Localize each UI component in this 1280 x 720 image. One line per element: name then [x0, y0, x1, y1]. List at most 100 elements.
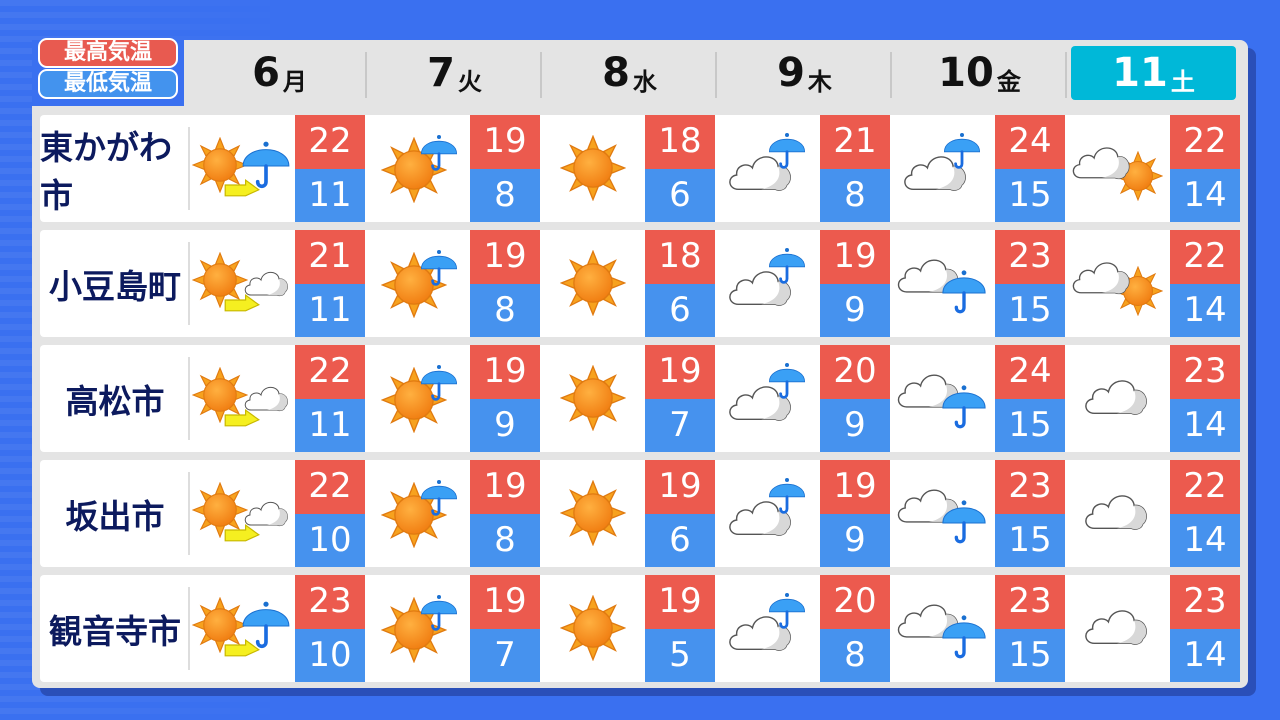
weather-icon-cloud-chance-rain [715, 460, 820, 567]
weather-icon-sun-chance-rain [365, 460, 470, 567]
high-temp: 18 [645, 230, 715, 284]
temperatures: 22 11 [295, 115, 365, 222]
umbrella-icon [767, 246, 807, 286]
high-temp: 24 [995, 115, 1065, 169]
temperatures: 23 14 [1170, 345, 1240, 452]
weather-icon-cloud-chance-rain [715, 115, 820, 222]
forecast-rows: 東かがわ市 22 11 19 8 18 6 21 8 24 15 22 14 小豆島町 21 11 19 8 18 6… [40, 115, 1240, 690]
umbrella-icon [419, 478, 459, 518]
low-temp: 6 [645, 168, 715, 222]
umbrella-icon [767, 361, 807, 401]
umbrella-icon [240, 139, 292, 191]
forecast-cell: 21 8 [715, 115, 890, 222]
weather-icon-sun [540, 115, 645, 222]
umbrella-icon [940, 383, 988, 431]
umbrella-icon [419, 248, 459, 288]
high-temp: 19 [470, 115, 540, 169]
low-temp: 8 [470, 513, 540, 567]
day-date: 7 [427, 50, 455, 96]
high-temp: 21 [820, 115, 890, 169]
cloud-icon [242, 264, 292, 299]
low-temp: 7 [645, 398, 715, 452]
forecast-cell: 19 5 [540, 575, 715, 682]
forecast-cell: 23 15 [890, 460, 1065, 567]
day-date: 10 [938, 50, 994, 96]
high-temp: 24 [995, 345, 1065, 399]
cloud-icon [1081, 484, 1153, 534]
high-temp: 22 [1170, 230, 1240, 284]
day-date: 6 [252, 50, 280, 96]
low-temp: 14 [1170, 168, 1240, 222]
city-name: 東かがわ市 [40, 115, 190, 222]
forecast-cell: 22 14 [1065, 115, 1240, 222]
day-date: 8 [602, 50, 630, 96]
weather-icon-sun-chance-rain [365, 115, 470, 222]
temperatures: 21 8 [820, 115, 890, 222]
sun-icon [560, 365, 626, 431]
temperatures: 23 15 [995, 575, 1065, 682]
city-row: 高松市 22 11 19 9 19 7 20 9 24 15 23 14 [40, 345, 1240, 452]
weather-icon-cloud-chance-sun [1065, 115, 1170, 222]
high-temp: 19 [470, 345, 540, 399]
high-temp: 19 [820, 230, 890, 284]
forecast-cell: 19 8 [365, 115, 540, 222]
temperatures: 21 11 [295, 230, 365, 337]
temperatures: 19 8 [470, 230, 540, 337]
low-temp: 15 [995, 283, 1065, 337]
weather-icon-cloud-and-rain [890, 460, 995, 567]
city-name: 小豆島町 [40, 230, 190, 337]
low-temp: 6 [645, 513, 715, 567]
high-temp: 20 [820, 575, 890, 629]
forecast-cell: 19 9 [715, 460, 890, 567]
low-temp: 11 [295, 283, 365, 337]
forecast-cell: 22 14 [1065, 230, 1240, 337]
forecast-cell: 22 14 [1065, 460, 1240, 567]
forecast-cell: 23 15 [890, 575, 1065, 682]
high-temp: 20 [820, 345, 890, 399]
low-temp: 15 [995, 398, 1065, 452]
weather-icon-sun [540, 230, 645, 337]
forecast-cell: 19 6 [540, 460, 715, 567]
umbrella-icon [240, 599, 292, 651]
low-temp: 14 [1170, 398, 1240, 452]
low-temp: 14 [1170, 628, 1240, 682]
umbrella-icon [767, 591, 807, 631]
forecast-cell: 22 10 [190, 460, 365, 567]
low-temp: 8 [470, 283, 540, 337]
day-header-4: 10 金 [892, 40, 1067, 106]
temperatures: 22 14 [1170, 115, 1240, 222]
temperatures: 23 10 [295, 575, 365, 682]
temperatures: 22 11 [295, 345, 365, 452]
high-temp: 22 [1170, 115, 1240, 169]
forecast-cell: 18 6 [540, 230, 715, 337]
temperatures: 19 7 [645, 345, 715, 452]
temperatures: 23 15 [995, 230, 1065, 337]
temperatures: 19 8 [470, 115, 540, 222]
day-date: 9 [777, 50, 805, 96]
low-temp: 8 [820, 628, 890, 682]
weather-icon-cloud-and-rain [890, 575, 995, 682]
forecast-cell: 24 15 [890, 115, 1065, 222]
forecast-cell: 23 14 [1065, 345, 1240, 452]
weather-icon-cloud [1065, 575, 1170, 682]
high-temp: 22 [295, 345, 365, 399]
weather-icon-cloud-chance-sun [1065, 230, 1170, 337]
high-temp: 23 [1170, 345, 1240, 399]
high-temp: 19 [820, 460, 890, 514]
sun-icon [560, 250, 626, 316]
city-name: 観音寺市 [40, 575, 190, 682]
high-temp: 23 [1170, 575, 1240, 629]
weather-icon-sun [540, 460, 645, 567]
forecast-cell: 19 9 [715, 230, 890, 337]
weather-icon-cloud [1065, 345, 1170, 452]
day-weekday: 木 [807, 67, 832, 96]
forecast-cell: 18 6 [540, 115, 715, 222]
temperatures: 20 9 [820, 345, 890, 452]
cloud-icon [1081, 599, 1153, 649]
temperatures: 19 7 [470, 575, 540, 682]
weather-icon-sun-then-rain [190, 115, 295, 222]
legend: 最高気温 最低気温 [38, 38, 178, 99]
city-name: 坂出市 [40, 460, 190, 567]
